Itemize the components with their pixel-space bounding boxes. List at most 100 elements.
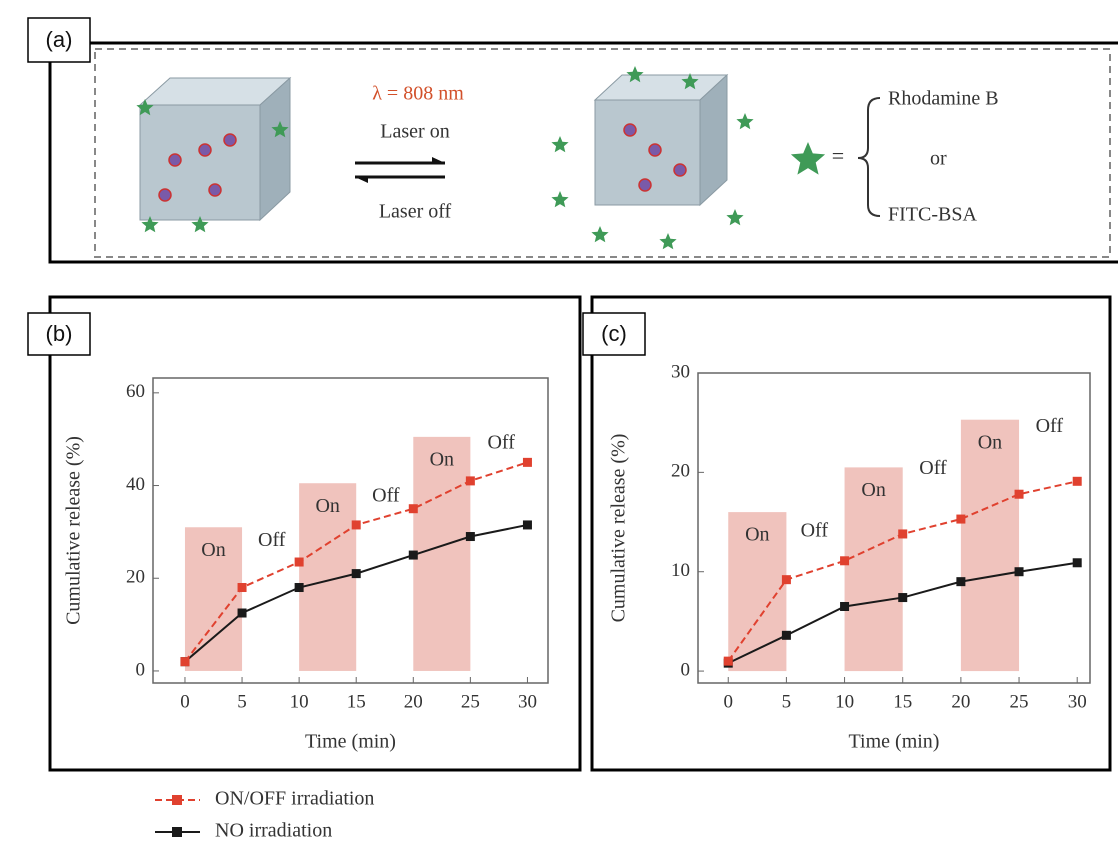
star <box>551 136 568 152</box>
star <box>591 226 608 242</box>
y-axis-label: Cumulative release (%) <box>63 436 85 625</box>
laser-off: Laser off <box>379 201 452 223</box>
x-tick-label: 20 <box>951 691 970 712</box>
page: {"panel_a": {"label": "(a)", "wavelength… <box>0 0 1118 849</box>
x-tick-label: 30 <box>1068 691 1087 712</box>
x-tick-label: 5 <box>237 691 247 712</box>
marker <box>180 657 189 666</box>
x-axis-label: Time (min) <box>305 731 396 753</box>
legend-marker <box>172 827 182 837</box>
option-1: Rhodamine B <box>888 88 999 110</box>
marker <box>352 520 361 529</box>
on-label: On <box>745 524 769 546</box>
x-tick-label: 25 <box>461 691 480 712</box>
particle <box>639 179 651 191</box>
x-tick-label: 25 <box>1010 691 1029 712</box>
y-tick-label: 20 <box>126 567 145 588</box>
x-axis-label: Time (min) <box>849 731 940 753</box>
marker <box>840 602 849 611</box>
figure: (a) λ = 808 nm Laser on Laser off = Rhod… <box>0 0 1118 849</box>
option-2: FITC-BSA <box>888 204 977 226</box>
off-label: Off <box>1036 415 1064 437</box>
wavelength: λ = 808 nm <box>372 83 464 105</box>
panel-label: (a) <box>46 27 73 52</box>
y-tick-label: 60 <box>126 381 145 402</box>
x-tick-label: 5 <box>782 691 792 712</box>
star <box>736 113 753 129</box>
off-label: Off <box>801 520 829 542</box>
marker <box>782 631 791 640</box>
panel-label: (c) <box>601 321 627 346</box>
brace <box>858 98 880 216</box>
marker <box>1073 558 1082 567</box>
marker <box>409 504 418 513</box>
panel-label: (b) <box>46 321 73 346</box>
marker <box>1015 567 1024 576</box>
marker <box>840 556 849 565</box>
marker <box>523 520 532 529</box>
x-tick-label: 0 <box>180 691 190 712</box>
x-tick-label: 15 <box>893 691 912 712</box>
star <box>726 209 743 225</box>
marker <box>409 551 418 560</box>
arrow-head <box>432 157 445 163</box>
marker <box>295 583 304 592</box>
marker <box>523 458 532 467</box>
marker <box>898 529 907 538</box>
particle <box>159 189 171 201</box>
marker <box>238 609 247 618</box>
marker <box>352 569 361 578</box>
y-tick-label: 20 <box>671 461 690 482</box>
on-label: On <box>315 495 339 517</box>
x-tick-label: 0 <box>723 691 733 712</box>
on-label: On <box>201 539 225 561</box>
particle <box>199 144 211 156</box>
off-label: Off <box>258 529 286 551</box>
legend-label: ON/OFF irradiation <box>215 788 374 810</box>
y-tick-label: 0 <box>681 659 691 680</box>
arrow-head <box>355 177 368 183</box>
y-tick-label: 40 <box>126 474 145 495</box>
y-axis-label: Cumulative release (%) <box>608 434 630 623</box>
particle <box>649 144 661 156</box>
off-label: Off <box>919 457 947 479</box>
marker <box>724 657 733 666</box>
marker <box>466 532 475 541</box>
y-tick-label: 0 <box>136 659 146 680</box>
star <box>791 142 825 175</box>
particle <box>674 164 686 176</box>
off-label: Off <box>487 431 515 453</box>
x-tick-label: 15 <box>347 691 366 712</box>
x-tick-label: 20 <box>404 691 423 712</box>
hydrogel-cube <box>140 105 260 220</box>
star <box>659 233 676 249</box>
legend-label: NO irradiation <box>215 820 332 842</box>
marker <box>956 515 965 524</box>
particle <box>224 134 236 146</box>
legend-marker <box>172 795 182 805</box>
x-tick-label: 10 <box>290 691 309 712</box>
marker <box>898 593 907 602</box>
particle <box>624 124 636 136</box>
y-tick-label: 30 <box>671 361 690 382</box>
marker <box>956 577 965 586</box>
particle <box>169 154 181 166</box>
on-label: On <box>861 479 885 501</box>
equals: = <box>832 143 844 168</box>
marker <box>466 476 475 485</box>
marker <box>295 558 304 567</box>
particle <box>209 184 221 196</box>
off-label: Off <box>372 485 400 507</box>
marker <box>782 575 791 584</box>
on-label: On <box>430 448 454 470</box>
on-region <box>413 437 470 671</box>
marker <box>238 583 247 592</box>
x-tick-label: 10 <box>835 691 854 712</box>
x-tick-label: 30 <box>518 691 537 712</box>
on-region <box>961 420 1019 671</box>
marker <box>1015 490 1024 499</box>
y-tick-label: 10 <box>671 560 690 581</box>
option-or: or <box>930 148 947 170</box>
on-label: On <box>978 431 1002 453</box>
marker <box>1073 477 1082 486</box>
